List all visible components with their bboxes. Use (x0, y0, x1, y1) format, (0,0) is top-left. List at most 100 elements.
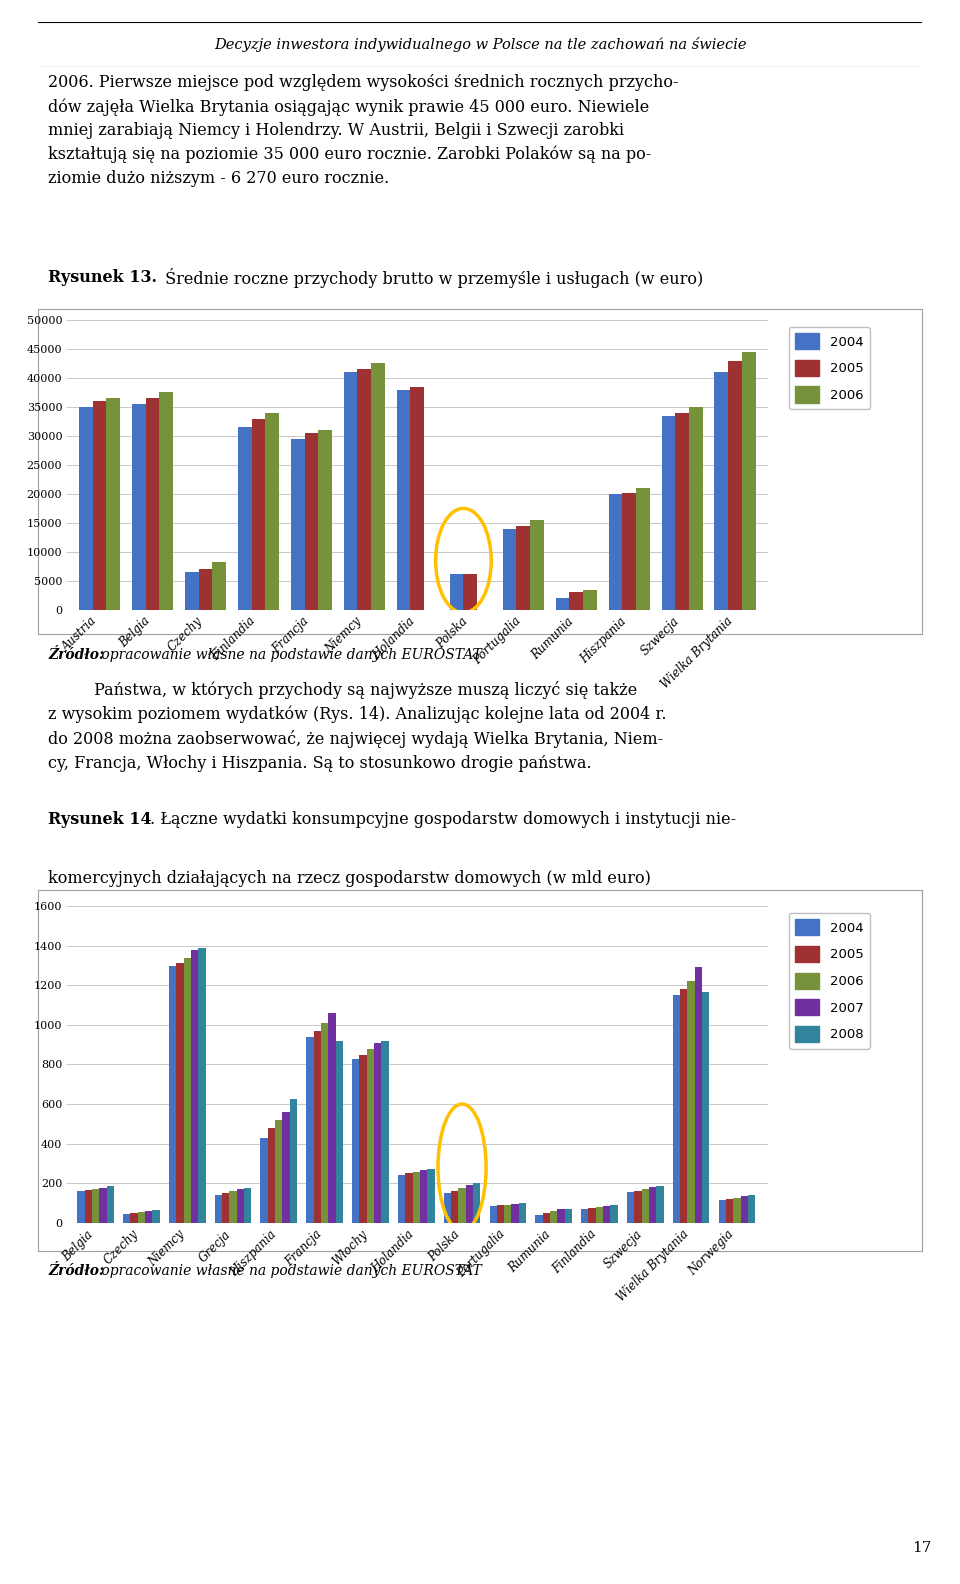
Bar (153, 1210, 159, 1223)
Legend: 2004, 2005, 2006, 2007, 2008: 2004, 2005, 2006, 2007, 2008 (788, 912, 870, 1049)
Bar (657, 1186, 663, 1223)
Bar (92, 401, 107, 610)
Bar (503, 529, 516, 610)
Bar (79, 407, 92, 610)
Bar (726, 1199, 733, 1223)
Text: opracowanie własne na podstawie danych EUROSTAT: opracowanie własne na podstawie danych E… (97, 648, 481, 662)
Bar (464, 573, 477, 610)
Bar (444, 1193, 451, 1223)
Bar (627, 1193, 635, 1223)
Bar (199, 569, 212, 610)
Bar (84, 1190, 92, 1223)
Bar (397, 1175, 405, 1223)
Bar (265, 413, 279, 610)
Legend: 2004, 2005, 2006: 2004, 2005, 2006 (788, 326, 870, 409)
Bar (99, 1188, 107, 1223)
Bar (396, 390, 411, 610)
Bar (427, 1169, 435, 1223)
Bar (268, 1128, 276, 1223)
Bar (159, 393, 173, 610)
Bar (702, 992, 709, 1223)
Text: Średnie roczne przychody brutto w przemyśle i usługach (w euro): Średnie roczne przychody brutto w przemy… (159, 268, 703, 288)
Text: Państwa, w których przychody są najwyższe muszą liczyć się także
z wysokim pozio: Państwa, w których przychody są najwyższ… (48, 681, 666, 771)
Bar (222, 1193, 229, 1223)
Bar (689, 407, 703, 610)
Bar (564, 1209, 572, 1223)
Text: komercyjnych działających na rzecz gospodarstw domowych (w mld euro): komercyjnych działających na rzecz gospo… (48, 870, 651, 887)
Bar (381, 1041, 389, 1223)
Bar (319, 431, 332, 610)
Bar (191, 949, 198, 1223)
Bar (729, 361, 742, 610)
Bar (131, 1213, 137, 1223)
Bar (733, 1198, 740, 1223)
Bar (512, 1204, 518, 1223)
Bar (344, 372, 357, 610)
Text: Rysunek 14: Rysunek 14 (48, 811, 152, 828)
Text: Źródło:: Źródło: (48, 648, 104, 662)
Bar (550, 1212, 558, 1223)
Text: 2006. Pierwsze miejsce pod względem wysokości średnich rocznych przycho-
dów zaj: 2006. Pierwsze miejsce pod względem wyso… (48, 74, 679, 187)
Bar (473, 1183, 480, 1223)
Bar (504, 1204, 512, 1223)
Bar (611, 1205, 618, 1223)
Bar (558, 1210, 564, 1223)
Bar (276, 1120, 282, 1223)
Bar (583, 589, 597, 610)
Bar (352, 1058, 359, 1223)
Bar (237, 1190, 244, 1223)
Bar (92, 1190, 99, 1223)
Bar (107, 398, 120, 610)
Bar (183, 957, 191, 1223)
Bar (198, 947, 205, 1223)
Bar (359, 1055, 367, 1223)
Bar (252, 418, 265, 610)
Text: 17: 17 (912, 1541, 931, 1555)
Bar (413, 1172, 420, 1223)
Bar (649, 1188, 657, 1223)
Bar (215, 1194, 222, 1223)
Bar (212, 562, 227, 610)
Bar (596, 1207, 603, 1223)
Bar (748, 1194, 756, 1223)
Bar (405, 1174, 413, 1223)
Bar (718, 1201, 726, 1223)
Bar (458, 1188, 466, 1223)
Bar (695, 968, 702, 1223)
Bar (530, 520, 544, 610)
Bar (687, 980, 695, 1223)
Bar (123, 1213, 131, 1223)
Bar (588, 1209, 596, 1223)
Bar (542, 1213, 550, 1223)
Bar (411, 386, 424, 610)
Bar (321, 1023, 328, 1223)
Bar (497, 1205, 504, 1223)
Bar (229, 1191, 237, 1223)
Bar (372, 363, 385, 610)
Bar (641, 1190, 649, 1223)
Bar (636, 488, 650, 610)
Bar (260, 1137, 268, 1223)
Bar (740, 1196, 748, 1223)
Bar (451, 1191, 458, 1223)
Bar (675, 413, 689, 610)
Bar (184, 572, 199, 610)
Text: Decyzje inwestora indywidualnego w Polsce na tle zachowań na świecie: Decyzje inwestora indywidualnego w Polsc… (214, 36, 746, 52)
Bar (490, 1205, 497, 1223)
Bar (714, 372, 729, 610)
Bar (357, 369, 372, 610)
Bar (304, 432, 319, 610)
Bar (742, 352, 756, 610)
Bar (306, 1036, 314, 1223)
Bar (336, 1041, 343, 1223)
Bar (661, 415, 675, 610)
Bar (177, 963, 183, 1223)
Bar (291, 439, 304, 610)
Bar (244, 1188, 252, 1223)
Text: . Łączne wydatki konsumpcyjne gospodarstw domowych i instytucji nie-: . Łączne wydatki konsumpcyjne gospodarst… (150, 811, 735, 828)
Bar (518, 1204, 526, 1223)
Bar (449, 573, 464, 610)
Bar (374, 1042, 381, 1223)
Bar (328, 1012, 336, 1223)
Bar (107, 1186, 114, 1223)
